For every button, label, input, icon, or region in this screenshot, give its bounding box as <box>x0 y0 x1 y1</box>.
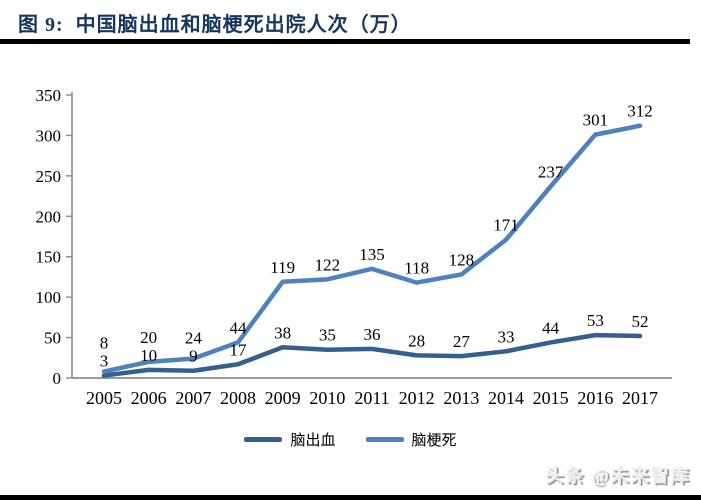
x-tick-label: 2010 <box>309 388 345 408</box>
data-label-脑出血-2015: 44 <box>542 318 560 337</box>
y-tick-label: 350 <box>36 86 62 105</box>
x-tick-label: 2009 <box>265 388 301 408</box>
data-label-脑梗死-2006: 20 <box>140 328 157 347</box>
legend-label-naogengsi: 脑梗死 <box>411 433 457 449</box>
data-label-脑梗死-2011: 135 <box>359 245 385 264</box>
watermark: 头条 @未来智库 <box>545 466 691 486</box>
data-label-脑梗死-2017: 312 <box>627 102 653 121</box>
data-label-脑出血-2014: 33 <box>498 327 515 346</box>
legend-item-naogengsi: 脑梗死 <box>365 429 457 450</box>
y-tick-label: 50 <box>44 329 61 348</box>
y-tick-label: 300 <box>36 126 62 145</box>
data-label-脑出血-2013: 27 <box>453 332 471 351</box>
title-divider <box>0 39 690 44</box>
line-chart: 0 50 100 150 200 250 300 350 2005 2006 2007 2008 200… <box>36 86 672 408</box>
chart-legend: 脑出血 脑梗死 <box>0 429 701 450</box>
data-label-脑梗死-2013: 128 <box>449 251 475 270</box>
data-label-脑出血-2016: 53 <box>587 311 604 330</box>
x-tick-label: 2017 <box>622 388 658 408</box>
data-label-脑出血-2010: 35 <box>319 326 336 345</box>
bottom-divider <box>0 495 701 500</box>
x-tick-label: 2016 <box>577 388 613 408</box>
series-line-1 <box>101 123 643 374</box>
legend-swatch-naochuxue <box>244 437 283 442</box>
x-tick-label: 2012 <box>399 388 435 408</box>
data-label-脑梗死-2016: 301 <box>583 111 609 130</box>
data-label-脑出血-2012: 28 <box>408 331 425 350</box>
legend-item-naochuxue: 脑出血 <box>244 429 336 450</box>
x-tick-label: 2013 <box>443 388 479 408</box>
y-tick-label: 0 <box>53 369 62 388</box>
x-tick-label: 2008 <box>220 388 256 408</box>
data-label-脑梗死-2008: 44 <box>230 318 248 337</box>
x-tick-label: 2015 <box>533 388 569 408</box>
y-tick-label: 250 <box>36 167 62 186</box>
data-label-脑梗死-2009: 119 <box>270 258 295 277</box>
data-label-脑出血-2007: 9 <box>189 347 198 366</box>
legend-swatch-naogengsi <box>365 437 404 442</box>
y-tick-label: 100 <box>36 288 62 307</box>
data-label-脑出血-2011: 36 <box>364 325 381 344</box>
data-label-脑梗死-2010: 122 <box>315 255 341 274</box>
data-label-脑出血-2008: 17 <box>230 340 248 359</box>
y-tick-label: 150 <box>36 248 62 267</box>
data-label-脑梗死-2005: 8 <box>100 334 109 353</box>
x-tick-label: 2007 <box>175 388 211 408</box>
data-label-脑梗死-2014: 171 <box>493 216 519 235</box>
x-tick-label: 2005 <box>86 388 122 408</box>
x-tick-label: 2011 <box>354 388 389 408</box>
data-label-脑出血-2005: 3 <box>100 352 109 371</box>
x-tick-label: 2006 <box>131 388 167 408</box>
data-label-脑梗死-2012: 118 <box>404 259 429 278</box>
data-label-脑出血-2017: 52 <box>632 312 649 331</box>
legend-label-naochuxue: 脑出血 <box>290 433 336 449</box>
data-label-脑梗死-2015: 237 <box>538 162 564 181</box>
data-label-脑出血-2009: 38 <box>274 323 291 342</box>
y-tick-label: 200 <box>36 207 62 226</box>
x-tick-label: 2014 <box>488 388 524 408</box>
data-label-脑梗死-2007: 24 <box>185 329 203 348</box>
data-label-脑出血-2006: 10 <box>140 346 157 365</box>
series-line-0 <box>101 332 643 378</box>
chart-title: 图 9: 中国脑出血和脑梗死出院人次（万） <box>18 14 412 36</box>
